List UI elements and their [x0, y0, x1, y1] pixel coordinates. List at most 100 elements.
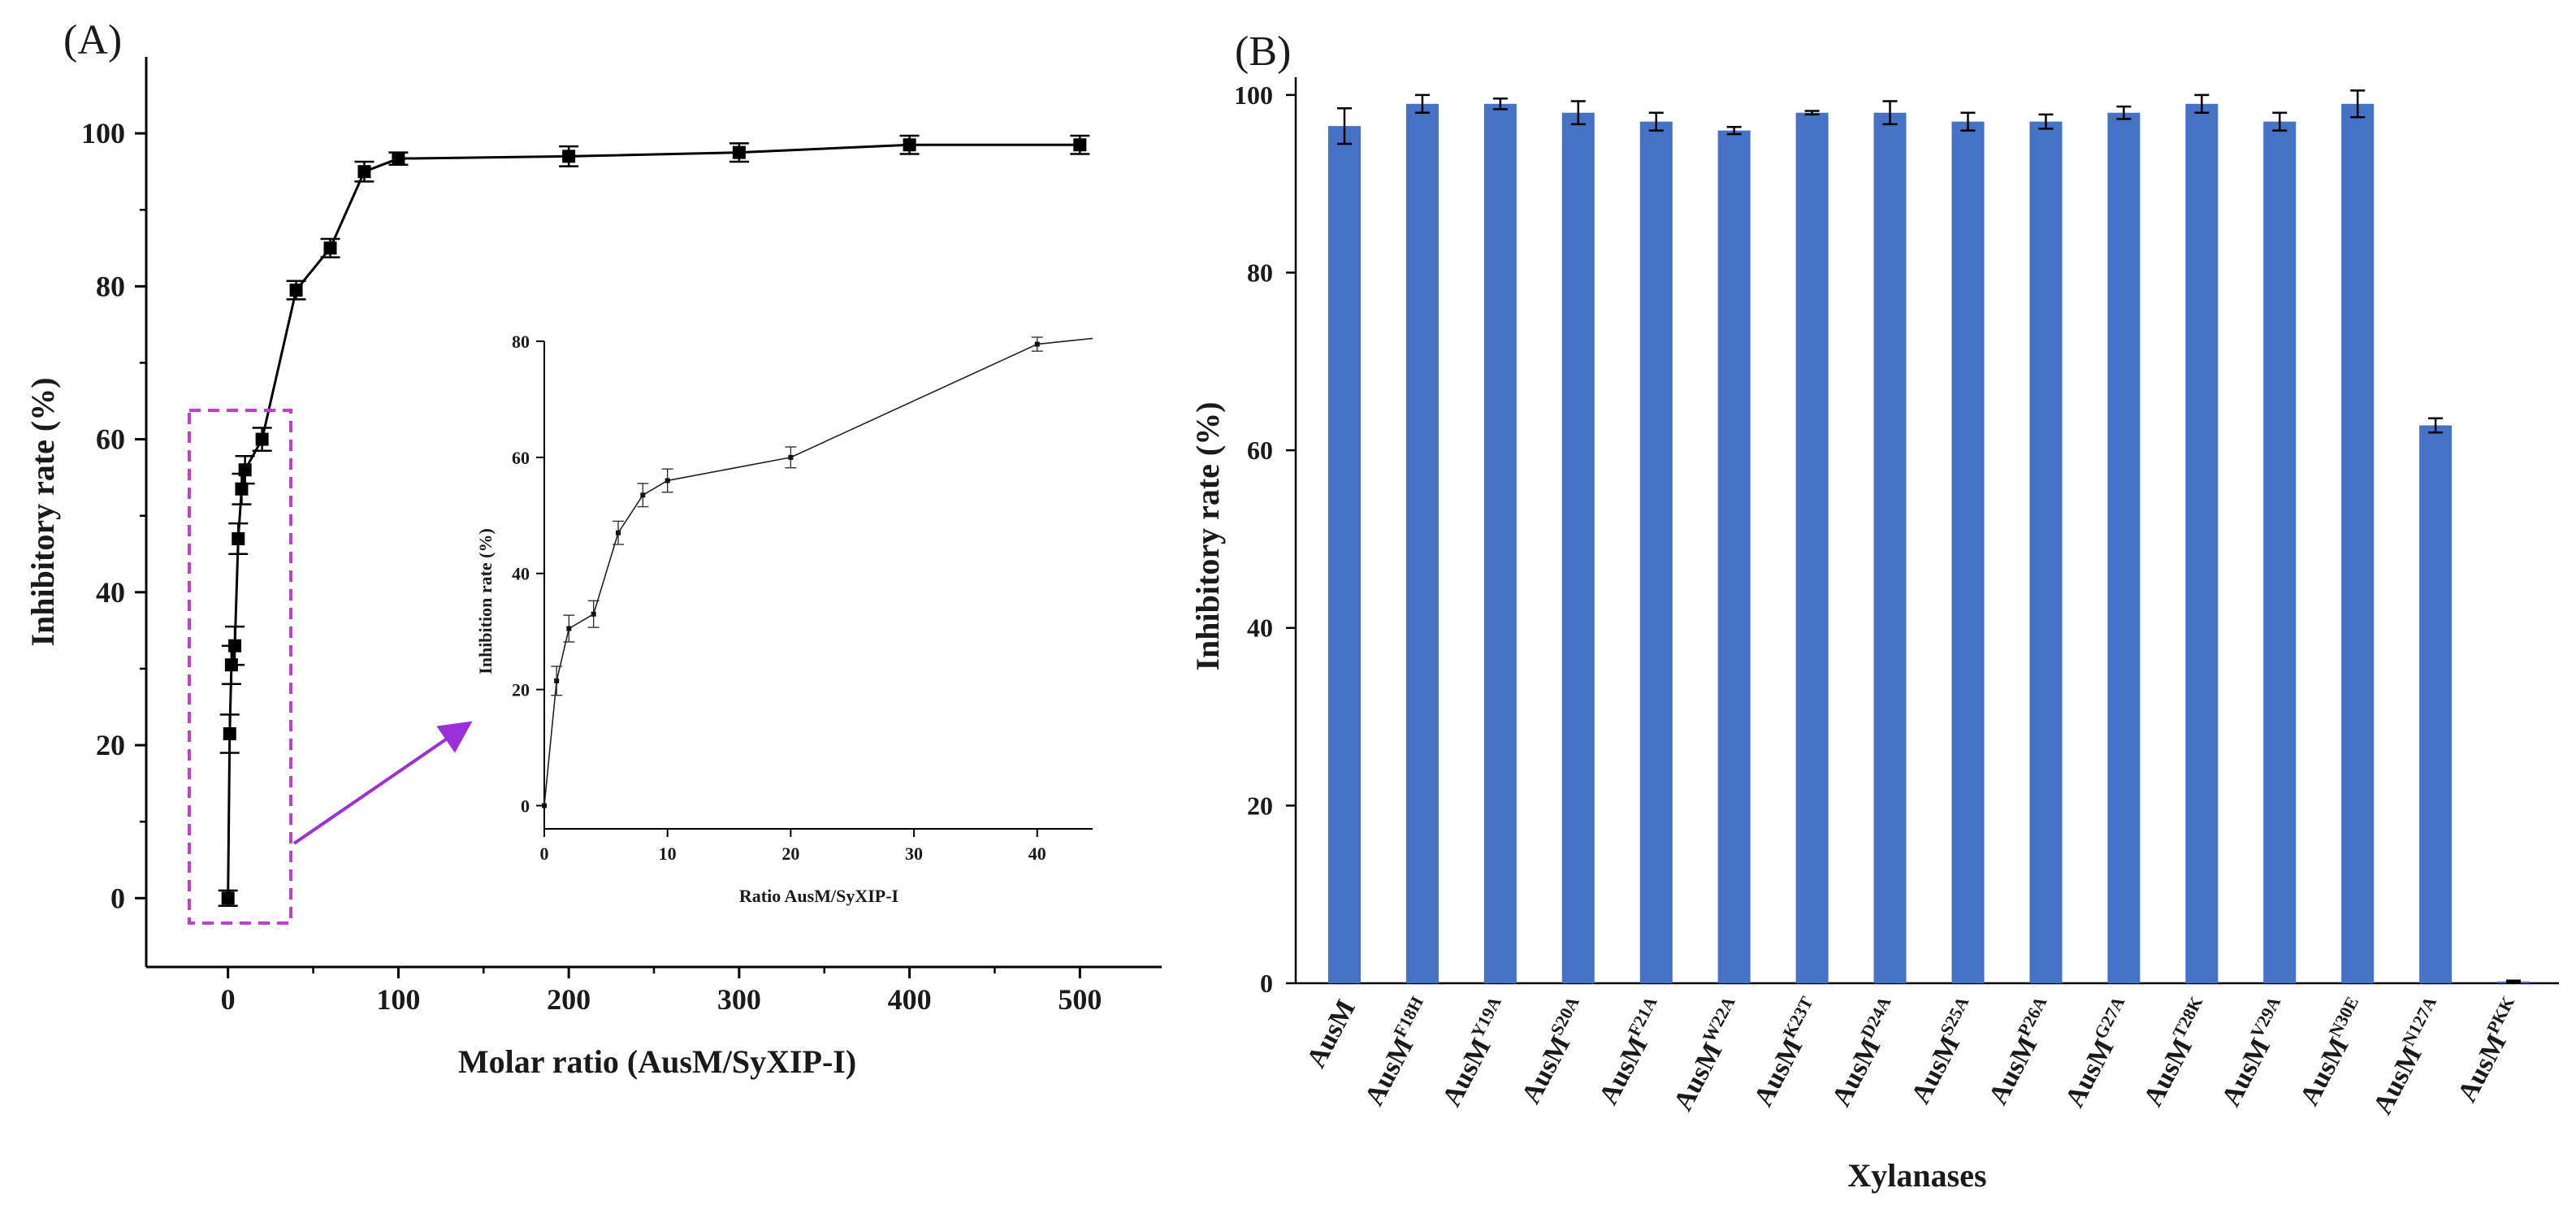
panel-a-series [218, 134, 1090, 907]
inset-data-point [542, 803, 547, 809]
category-superscript: V29A [2246, 993, 2284, 1041]
panel-a-label: (A) [63, 17, 122, 63]
inset-series-line [543, 337, 1093, 806]
panel-b-bars [1328, 89, 2531, 984]
inset-x-tick-label: 20 [781, 843, 799, 864]
category-superscript: S25A [1936, 993, 1973, 1038]
category-superscript: P26A [2013, 993, 2050, 1039]
inset-y-tick-label: 80 [512, 332, 530, 352]
inset-y-tick-label: 60 [512, 448, 530, 468]
panel-a-x-tick-label: 500 [1058, 983, 1102, 1016]
panel-b-y-tick-label: 80 [1247, 258, 1273, 287]
panel-b-bar [1717, 130, 1751, 983]
category-base: AusM [2059, 1034, 2119, 1112]
inset-x-ticks: 0 10 20 30 40 [540, 829, 1046, 864]
panel-b-category-label: AusM [1301, 995, 1362, 1073]
panel-b-category-label: AusMW22A [1665, 993, 1751, 1116]
panel-a-data-point [323, 241, 337, 255]
panel-b-category-label: AusMN127A [2364, 993, 2453, 1119]
panel-a-y-tick-label: 100 [81, 117, 125, 150]
inset-data-point [591, 611, 596, 617]
category-superscript: F21A [1624, 993, 1661, 1039]
panel-b-category-label: AusMG27A [2056, 993, 2141, 1112]
panel-a-data-point [1073, 138, 1087, 152]
panel-b-bar [2029, 121, 2063, 983]
category-superscript: D24A [1856, 993, 1894, 1041]
category-base: AusM [2452, 1029, 2512, 1107]
category-superscript: K23T [1778, 993, 1816, 1042]
panel-b-y-tick-label: 0 [1260, 969, 1273, 998]
panel-a-data-point [228, 639, 242, 653]
panel-a-x-tick-label: 400 [888, 983, 932, 1016]
panel-a-data-point [235, 482, 249, 496]
inset-data-point [788, 454, 794, 460]
panel-b-bar [1328, 126, 1361, 983]
category-base: AusM [1359, 1033, 1419, 1111]
category-base: AusM [2294, 1033, 2354, 1111]
inset-data-point [665, 478, 670, 483]
panel-a-y-ticks: 0 20 40 60 80 100 [81, 117, 146, 914]
panel-a-x-tick-label: 0 [221, 983, 236, 1016]
panel-b-category-label: AusMS25A [1902, 993, 1985, 1108]
inset-x-tick-label: 10 [659, 843, 677, 864]
panel-b-category-label: AusMF21A [1590, 993, 1673, 1110]
inset-data-point [566, 626, 572, 631]
panel-a-y-tick-label: 60 [96, 423, 125, 456]
panel-a-data-point [732, 145, 746, 159]
category-base: AusM [1983, 1032, 2043, 1110]
panel-a-y-tick-label: 80 [96, 270, 125, 302]
panel-b-category-label: AusMP26A [1980, 993, 2063, 1110]
panel-a-y-tick-label: 20 [96, 729, 125, 761]
inset-y-tick-label: 0 [521, 796, 530, 816]
panel-b-bar [2107, 112, 2141, 984]
panel-b-category-label: AusMF18H [1356, 993, 1440, 1111]
inset-data-point [1034, 341, 1040, 347]
inset-y-ticks: 0 20 40 60 80 [512, 332, 544, 816]
panel-b-bar [1561, 112, 1595, 984]
inset-x-tick-label: 40 [1028, 843, 1046, 864]
category-superscript: N30E [2324, 993, 2362, 1040]
panel-b-category-label: AusMK23T [1745, 993, 1829, 1112]
panel-a-data-point [357, 165, 371, 179]
panel-a-axes [145, 57, 1162, 969]
category-base: AusM [2138, 1034, 2198, 1112]
panel-b-category-label: AusMN30E [2291, 993, 2375, 1111]
panel-a-y-axis-title: Inhibitory rate (%) [24, 377, 61, 646]
panel-b-bar [2263, 121, 2297, 983]
panel-a-x-tick-label: 100 [376, 983, 420, 1016]
category-superscript: G27A [2090, 993, 2129, 1042]
inset-data-point [616, 530, 621, 535]
inset-x-axis-title: Ratio AusM/SyXIP-I [739, 886, 898, 906]
zoom-region-box [188, 409, 292, 925]
inset-y-tick-label: 40 [512, 564, 530, 584]
panel-b-category-label: AusMS20A [1513, 993, 1595, 1108]
panel-b-category-labels: AusMAusMF18HAusMY19AAusMS20AAusMF21AAusM… [1301, 993, 2518, 1120]
category-superscript: PKK [2483, 993, 2518, 1037]
inset-y-tick-label: 20 [512, 680, 530, 700]
panel-b-y-axis-title: Inhibitory rate (%) [1189, 401, 1226, 670]
category-superscript: T28K [2168, 993, 2206, 1041]
category-superscript: Y19A [1467, 993, 1505, 1041]
panel-a-data-point [903, 138, 916, 152]
panel-a-data-point [223, 726, 236, 740]
panel-a-data-point [562, 150, 576, 163]
inset-x-tick-label: 30 [905, 843, 923, 864]
category-base: AusM [2367, 1042, 2427, 1120]
panel-b-category-label: AusMD24A [1823, 993, 1907, 1112]
panel-b-bar [1795, 112, 1829, 984]
category-base: AusM [1906, 1031, 1966, 1109]
panel-b-y-ticks: 0 20 40 60 80 100 [1234, 80, 1296, 998]
zoom-arrow [292, 721, 473, 845]
category-superscript: N127A [2398, 993, 2441, 1049]
category-base: AusM [1301, 995, 1362, 1073]
panel-a-data-point [238, 463, 252, 477]
inset-x-tick-label: 0 [540, 843, 549, 864]
category-superscript: F18H [1389, 993, 1427, 1040]
panel-b-bar [2341, 103, 2375, 984]
panel-b-category-label: AusMV29A [2212, 993, 2297, 1112]
panel-b-bar [1483, 103, 1517, 984]
category-superscript: W22A [1699, 993, 1739, 1046]
panel-a-data-point [392, 152, 405, 166]
panel-a-data-point [255, 432, 269, 446]
